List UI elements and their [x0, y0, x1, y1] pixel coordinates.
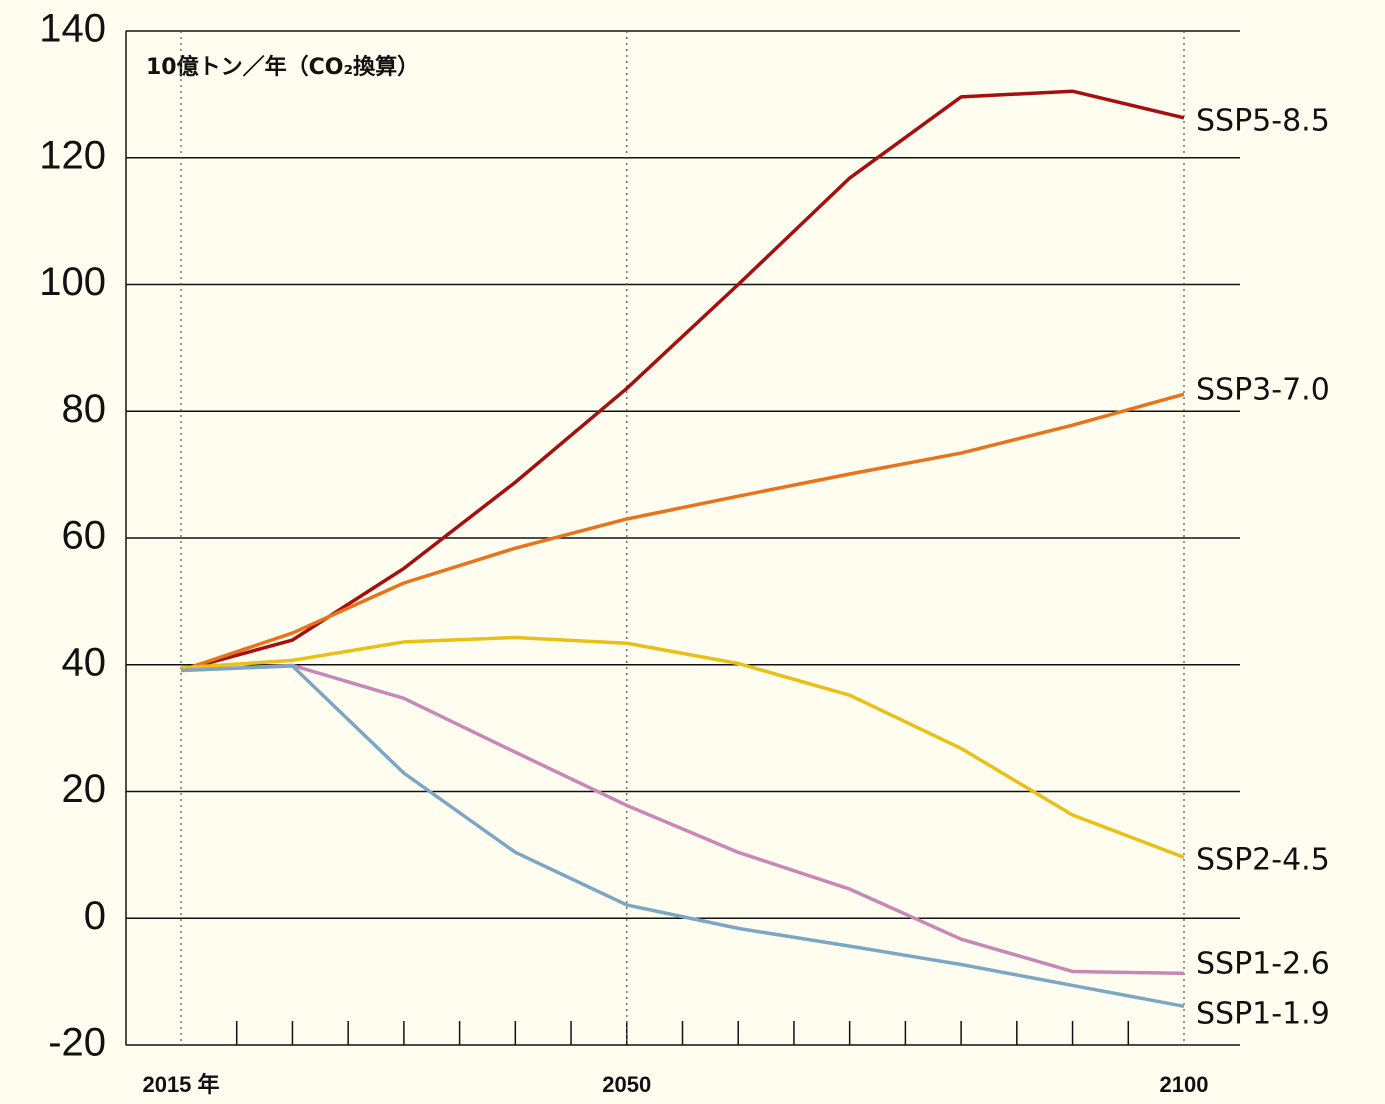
series-label: SSP1-1.9: [1196, 997, 1330, 1032]
y-tick-label: 140: [39, 7, 106, 51]
y-tick-label: 120: [39, 133, 106, 177]
x-tick-label: 2015 年: [142, 1072, 219, 1097]
y-tick-label: 0: [84, 894, 106, 938]
y-tick-label: 40: [62, 640, 107, 684]
series-line: [180, 663, 1185, 976]
y-tick-label: 20: [62, 767, 107, 811]
y-tick-label: -20: [48, 1021, 106, 1065]
x-tick-label: 2100: [1160, 1072, 1209, 1097]
y-tick-label: 60: [62, 514, 107, 558]
y-tick-label: 80: [62, 387, 107, 431]
series-line: [180, 392, 1185, 673]
series-line: [180, 635, 1185, 860]
series-line: [180, 89, 1185, 673]
series-label: SSP3-7.0: [1196, 373, 1330, 408]
y-tick-label: 100: [39, 260, 106, 304]
series-label: SSP5-8.5: [1196, 104, 1330, 139]
series-label: SSP2-4.5: [1196, 843, 1330, 878]
x-tick-label: 2050: [602, 1072, 651, 1097]
unit-label: 10億トン／年（CO₂換算）: [146, 54, 419, 80]
series-label: SSP1-2.6: [1196, 947, 1330, 982]
series-line: [180, 664, 1185, 1009]
